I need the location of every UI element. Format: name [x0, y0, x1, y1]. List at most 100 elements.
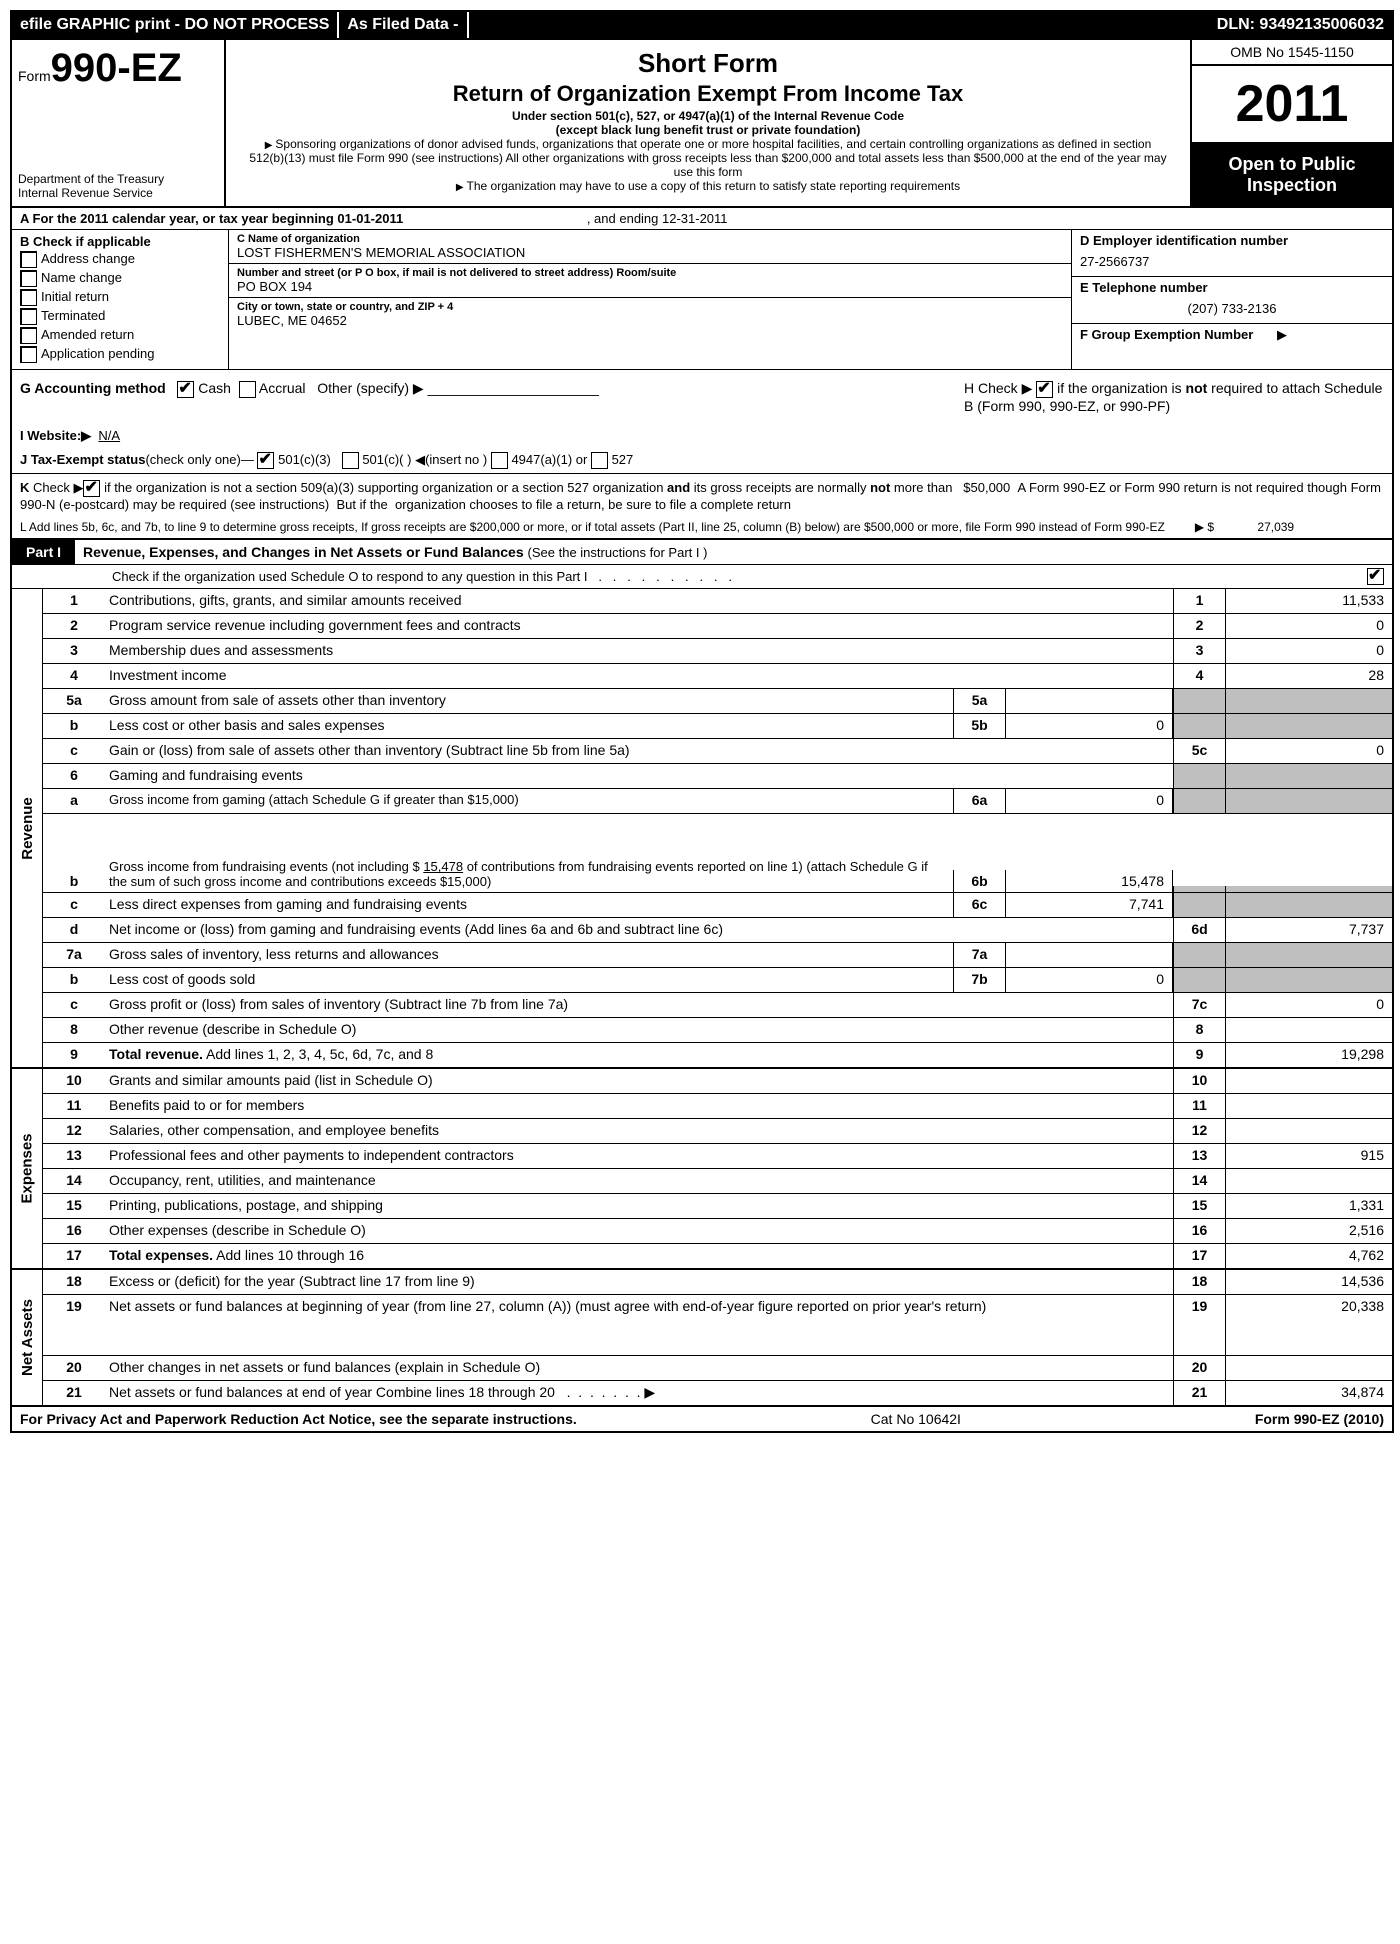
checkbox-initial-return[interactable]: Initial return — [20, 289, 220, 306]
open-public-2: Inspection — [1196, 175, 1388, 196]
revenue-side-label: Revenue — [12, 589, 43, 1067]
form-ref: Form 990-EZ (2010) — [1255, 1411, 1384, 1427]
501c3-label: 501(c)(3) — [278, 452, 331, 467]
phone-label: E Telephone number — [1080, 280, 1208, 295]
part1-title: Revenue, Expenses, and Changes in Net As… — [83, 544, 524, 560]
department: Department of the Treasury Internal Reve… — [18, 172, 218, 200]
line-l-arrow: ▶ $ — [1195, 520, 1214, 534]
revenue-line-3: 3Membership dues and assessments30 — [43, 639, 1392, 664]
tax-year: 2011 — [1192, 66, 1392, 144]
cash-checkbox[interactable] — [177, 381, 194, 398]
revenue-line-1: 1Contributions, gifts, grants, and simil… — [43, 589, 1392, 614]
line-18: 18Excess or (deficit) for the year (Subt… — [43, 1270, 1392, 1295]
sponsor-note: Sponsoring organizations of donor advise… — [246, 137, 1170, 179]
header-center: Short Form Return of Organization Exempt… — [226, 40, 1190, 206]
as-filed: As Filed Data - — [339, 12, 468, 38]
checkbox-address-change[interactable]: Address change — [20, 251, 220, 268]
line-h: H Check ▶ if the organization is not req… — [964, 380, 1384, 414]
checkbox-terminated[interactable]: Terminated — [20, 308, 220, 325]
revenue-line-b: bLess cost or other basis and sales expe… — [43, 714, 1392, 739]
gross-receipts: 27,039 — [1257, 520, 1294, 534]
schedule-o-checkbox[interactable] — [1367, 568, 1384, 585]
tax-year-end: , and ending 12-31-2011 — [587, 211, 728, 226]
line-l-text: L Add lines 5b, 6c, and 7b, to line 9 to… — [20, 520, 1165, 534]
form-990ez-page: efile GRAPHIC print - DO NOT PROCESS As … — [10, 10, 1394, 1433]
top-bar: efile GRAPHIC print - DO NOT PROCESS As … — [12, 12, 1392, 40]
efile-notice: efile GRAPHIC print - DO NOT PROCESS — [12, 12, 339, 38]
label-org-name: C Name of organization — [237, 233, 1063, 245]
row-gh: G Accounting method Cash Accrual Other (… — [12, 370, 1392, 424]
header-left: Form990-EZ Department of the Treasury In… — [12, 40, 226, 206]
h-checkbox[interactable] — [1036, 381, 1053, 398]
state-note: The organization may have to use a copy … — [246, 179, 1170, 193]
ein-label: D Employer identification number — [1080, 233, 1288, 248]
form-number-big: 990-EZ — [51, 46, 182, 90]
line-21: 21Net assets or fund balances at end of … — [43, 1381, 1392, 1405]
omb-number: OMB No 1545-1150 — [1192, 40, 1392, 66]
4947-label: 4947(a)(1) or — [511, 452, 587, 467]
501c-checkbox[interactable] — [342, 452, 359, 469]
checkbox-amended-return[interactable]: Amended return — [20, 327, 220, 344]
col-b-header: B Check if applicable — [20, 234, 220, 249]
tax-exempt-label: J Tax-Exempt status — [20, 452, 145, 467]
netassets-section: Net Assets 18Excess or (deficit) for the… — [12, 1270, 1392, 1407]
website-value: N/A — [98, 428, 120, 443]
line-15: 15Printing, publications, postage, and s… — [43, 1194, 1392, 1219]
line-11: 11Benefits paid to or for members11 — [43, 1094, 1392, 1119]
revenue-line-a: aGross income from gaming (attach Schedu… — [43, 789, 1392, 814]
revenue-line-6: 6Gaming and fundraising events — [43, 764, 1392, 789]
part1-sub: (See the instructions for Part I ) — [528, 545, 708, 560]
netassets-side-label: Net Assets — [12, 1270, 43, 1405]
line-17: 17Total expenses. Add lines 10 through 1… — [43, 1244, 1392, 1268]
form-prefix: Form — [18, 68, 51, 84]
label-city: City or town, state or country, and ZIP … — [237, 301, 1063, 313]
group-exempt-label: F Group Exemption Number — [1080, 327, 1253, 342]
org-name: LOST FISHERMEN'S MEMORIAL ASSOCIATION — [237, 245, 1063, 260]
checkbox-application-pending[interactable]: Application pending — [20, 346, 220, 363]
privacy-notice: For Privacy Act and Paperwork Reduction … — [20, 1411, 577, 1427]
revenue-line-4: 4Investment income428 — [43, 664, 1392, 689]
revenue-line-b: bLess cost of goods sold7b0 — [43, 968, 1392, 993]
k-checkbox[interactable] — [83, 480, 100, 497]
schedule-o-text: Check if the organization used Schedule … — [112, 569, 732, 584]
expenses-section: Expenses 10Grants and similar amounts pa… — [12, 1069, 1392, 1270]
ein-value: 27-2566737 — [1080, 254, 1384, 269]
form-number: Form990-EZ — [18, 46, 218, 91]
phone-value: (207) 733-2136 — [1080, 301, 1384, 316]
4947-checkbox[interactable] — [491, 452, 508, 469]
col-c-org: C Name of organization LOST FISHERMEN'S … — [229, 230, 1071, 369]
cash-label: Cash — [198, 380, 231, 396]
revenue-line-5a: 5aGross amount from sale of assets other… — [43, 689, 1392, 714]
col-def: D Employer identification number 27-2566… — [1071, 230, 1392, 369]
line-12: 12Salaries, other compensation, and empl… — [43, 1119, 1392, 1144]
revenue-section: Revenue 1Contributions, gifts, grants, a… — [12, 589, 1392, 1069]
line-k: K Check ▶ if the organization is not a s… — [12, 473, 1392, 516]
part1-label: Part I — [12, 540, 75, 564]
row-bcdef: B Check if applicable Address change Name… — [12, 230, 1392, 370]
open-public: Open to Public Inspection — [1192, 144, 1392, 206]
short-form-title: Short Form — [246, 48, 1170, 79]
except-note: (except black lung benefit trust or priv… — [556, 123, 861, 137]
501c-label: 501(c)( ) — [362, 452, 411, 467]
revenue-line-9: 9Total revenue. Add lines 1, 2, 3, 4, 5c… — [43, 1043, 1392, 1067]
527-checkbox[interactable] — [591, 452, 608, 469]
527-label: 527 — [612, 452, 634, 467]
group-arrow: ▶ — [1277, 327, 1287, 342]
accounting-label: G Accounting method — [20, 380, 166, 396]
checkbox-name-change[interactable]: Name change — [20, 270, 220, 287]
schedule-o-check: Check if the organization used Schedule … — [12, 565, 1392, 589]
revenue-line-d: dNet income or (loss) from gaming and fu… — [43, 918, 1392, 943]
line-19: 19Net assets or fund balances at beginni… — [43, 1295, 1392, 1356]
part1-header: Part I Revenue, Expenses, and Changes in… — [12, 540, 1392, 565]
section-a: A For the 2011 calendar year, or tax yea… — [12, 208, 1392, 230]
org-address: PO BOX 194 — [237, 279, 1063, 294]
h-check-label: H Check ▶ — [964, 380, 1032, 396]
line-g: G Accounting method Cash Accrual Other (… — [20, 380, 964, 414]
line-10: 10Grants and similar amounts paid (list … — [43, 1069, 1392, 1094]
page-footer: For Privacy Act and Paperwork Reduction … — [12, 1407, 1392, 1431]
accrual-label: Accrual — [259, 380, 306, 396]
accrual-checkbox[interactable] — [239, 381, 256, 398]
tax-year-begin: A For the 2011 calendar year, or tax yea… — [20, 211, 403, 226]
501c3-checkbox[interactable] — [257, 452, 274, 469]
revenue-line-8: 8Other revenue (describe in Schedule O)8 — [43, 1018, 1392, 1043]
